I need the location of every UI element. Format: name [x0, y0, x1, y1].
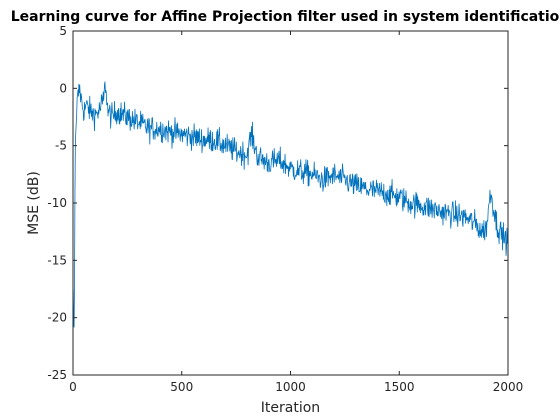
x-axis-label: Iteration	[261, 400, 320, 416]
chart-title: Learning curve for Affine Projection fil…	[11, 9, 560, 25]
x-tick-label: 2000	[493, 380, 524, 394]
x-axis: 0 500 1000 1500 2000	[69, 31, 523, 394]
series-line-0	[72, 81, 509, 328]
y-tick-label: -20	[47, 311, 67, 325]
y-axis: 5 0 -5 -10 -15 -20 -25	[47, 24, 508, 382]
y-tick-label: -25	[47, 368, 67, 382]
plot-area-background	[73, 31, 508, 375]
x-tick-label: 0	[69, 380, 77, 394]
x-tick-label: 1500	[384, 380, 415, 394]
y-tick-label: -10	[47, 196, 67, 210]
series-layer	[72, 81, 509, 328]
x-tick-label: 500	[170, 380, 193, 394]
x-tick-label: 1000	[275, 380, 306, 394]
y-tick-label: 0	[59, 81, 67, 95]
y-axis-label: MSE (dB)	[26, 171, 42, 235]
y-tick-label: -15	[47, 253, 67, 267]
y-tick-label: 5	[59, 24, 67, 38]
y-tick-label: -5	[55, 139, 67, 153]
